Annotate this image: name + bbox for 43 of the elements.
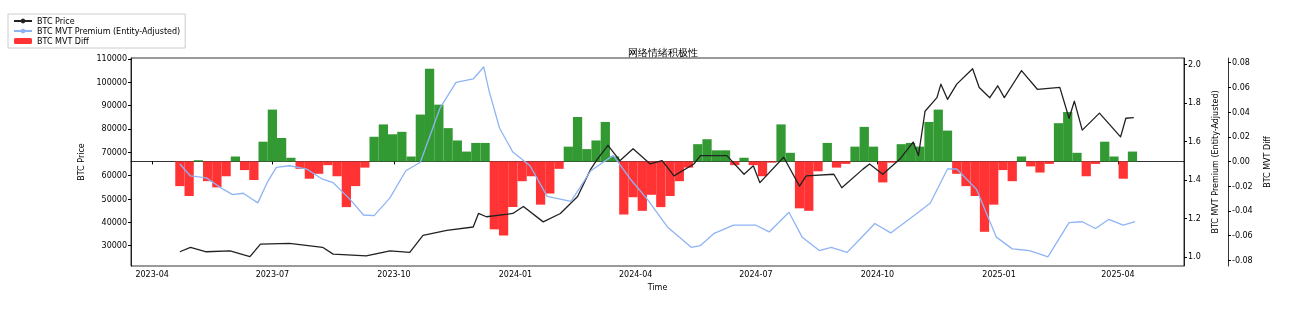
y3-tick-label: 0.04 <box>1232 107 1250 117</box>
legend-label: BTC MVT Premium (Entity-Adjusted) <box>37 26 181 36</box>
legend-label: BTC MVT Diff <box>37 36 90 46</box>
y-tick-label: 80000 <box>101 124 127 134</box>
y3-axis-title: BTC MVT Diff <box>1263 135 1273 188</box>
y3-tick-label: -0.02 <box>1232 181 1253 191</box>
x-tick-label: 2025-01 <box>982 269 1016 279</box>
bar <box>822 142 832 162</box>
y2-axis-title: BTC MVT Premium (Entity-Adjusted) <box>1211 90 1221 234</box>
y2-tick-label: 1.4 <box>1188 175 1201 185</box>
y-axis-title: BTC Price <box>77 143 87 181</box>
y2-tick-label: 1.6 <box>1188 136 1201 146</box>
x-tick-label: 2024-01 <box>498 269 533 279</box>
y-tick-label: 70000 <box>101 147 127 157</box>
y3-tick-label: 0.08 <box>1232 58 1250 68</box>
y-tick-label: 110000 <box>96 54 127 64</box>
x-tick-label: 2023-10 <box>377 269 411 279</box>
chart-title: 网络情绪积极性 <box>627 46 698 58</box>
x-tick-label: 2024-10 <box>860 269 895 279</box>
y3-tick-label: 0.06 <box>1232 82 1250 92</box>
x-axis-title: Time <box>646 282 668 292</box>
x-tick-label: 2024-07 <box>739 269 773 279</box>
y3-tick-label: -0.08 <box>1232 255 1253 265</box>
y-tick-label: 50000 <box>101 194 127 204</box>
y2-tick-label: 1.8 <box>1188 98 1201 108</box>
legend-label: BTC Price <box>37 16 75 26</box>
y3-tick-label: 0.02 <box>1232 132 1250 142</box>
y-tick-label: 90000 <box>101 101 127 111</box>
x-tick-label: 2023-07 <box>255 269 290 279</box>
y-tick-label: 60000 <box>101 171 127 181</box>
x-tick-label: 2024-04 <box>618 269 653 279</box>
bar <box>1118 161 1128 179</box>
x-tick-label: 2023-04 <box>135 269 169 279</box>
y2-tick-label: 1.2 <box>1188 213 1201 223</box>
y3-tick-label: 0.00 <box>1232 156 1250 166</box>
y2-tick-label: 1.0 <box>1188 252 1201 262</box>
y-tick-label: 30000 <box>101 241 127 251</box>
y3-tick-label: -0.06 <box>1232 231 1253 241</box>
y-tick-label: 100000 <box>96 77 127 87</box>
y3-tick-label: -0.04 <box>1232 206 1253 216</box>
x-tick-label: 2025-04 <box>1101 269 1135 279</box>
y2-tick-label: 2.0 <box>1188 59 1201 69</box>
y-tick-label: 40000 <box>101 217 127 227</box>
